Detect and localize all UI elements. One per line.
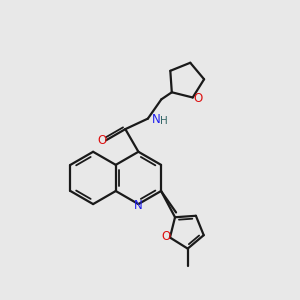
Text: O: O: [194, 92, 203, 105]
Text: O: O: [97, 134, 106, 147]
Text: O: O: [162, 230, 171, 242]
Text: N: N: [134, 199, 143, 212]
Text: N: N: [152, 113, 161, 126]
Text: H: H: [160, 116, 168, 126]
